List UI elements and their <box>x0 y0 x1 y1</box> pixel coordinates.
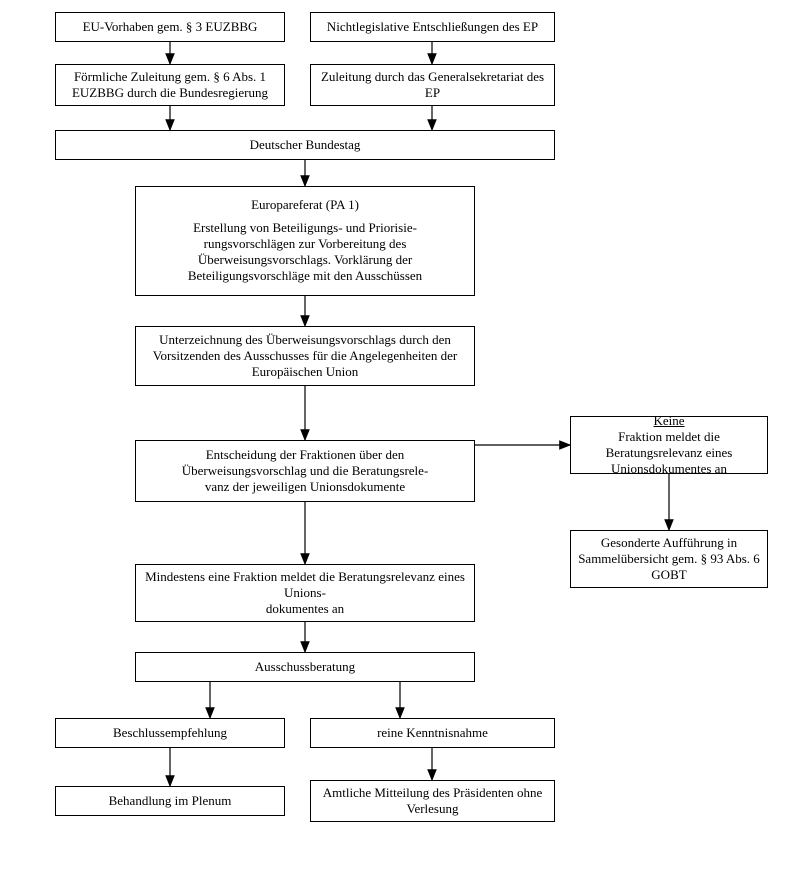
flow-node-n7: Unterzeichnung des Überweisungsvorschlag… <box>135 326 475 386</box>
flow-node-n5: Deutscher Bundestag <box>55 130 555 160</box>
flow-node-n16: Amtliche Mitteilung des Präsidenten ohne… <box>310 780 555 822</box>
node-title: Europareferat (PA 1) <box>251 197 359 213</box>
flow-node-n12: Ausschussberatung <box>135 652 475 682</box>
flow-node-n11: Mindestens eine Fraktion meldet die Bera… <box>135 564 475 622</box>
flow-node-n15: Behandlung im Plenum <box>55 786 285 816</box>
flow-node-n13: Beschlussempfehlung <box>55 718 285 748</box>
flow-node-n4: Zuleitung durch das Generalsekretariat d… <box>310 64 555 106</box>
flow-node-n1: EU-Vorhaben gem. § 3 EUZBBG <box>55 12 285 42</box>
flow-node-n6: Europareferat (PA 1) Erstellung von Betei… <box>135 186 475 296</box>
flow-node-n8: Entscheidung der Fraktionen über den Übe… <box>135 440 475 502</box>
flow-node-n14: reine Kenntnisnahme <box>310 718 555 748</box>
flow-node-n2: Nichtlegislative Entschließungen des EP <box>310 12 555 42</box>
node-body: Erstellung von Beteiligungs- und Prioris… <box>188 220 422 285</box>
flow-node-n3: Förmliche Zuleitung gem. § 6 Abs. 1 EUZB… <box>55 64 285 106</box>
flow-node-n9: Keine Fraktion meldet die Beratungsrelev… <box>570 416 768 474</box>
flow-node-n10: Gesonderte Aufführung in Sammelübersicht… <box>570 530 768 588</box>
